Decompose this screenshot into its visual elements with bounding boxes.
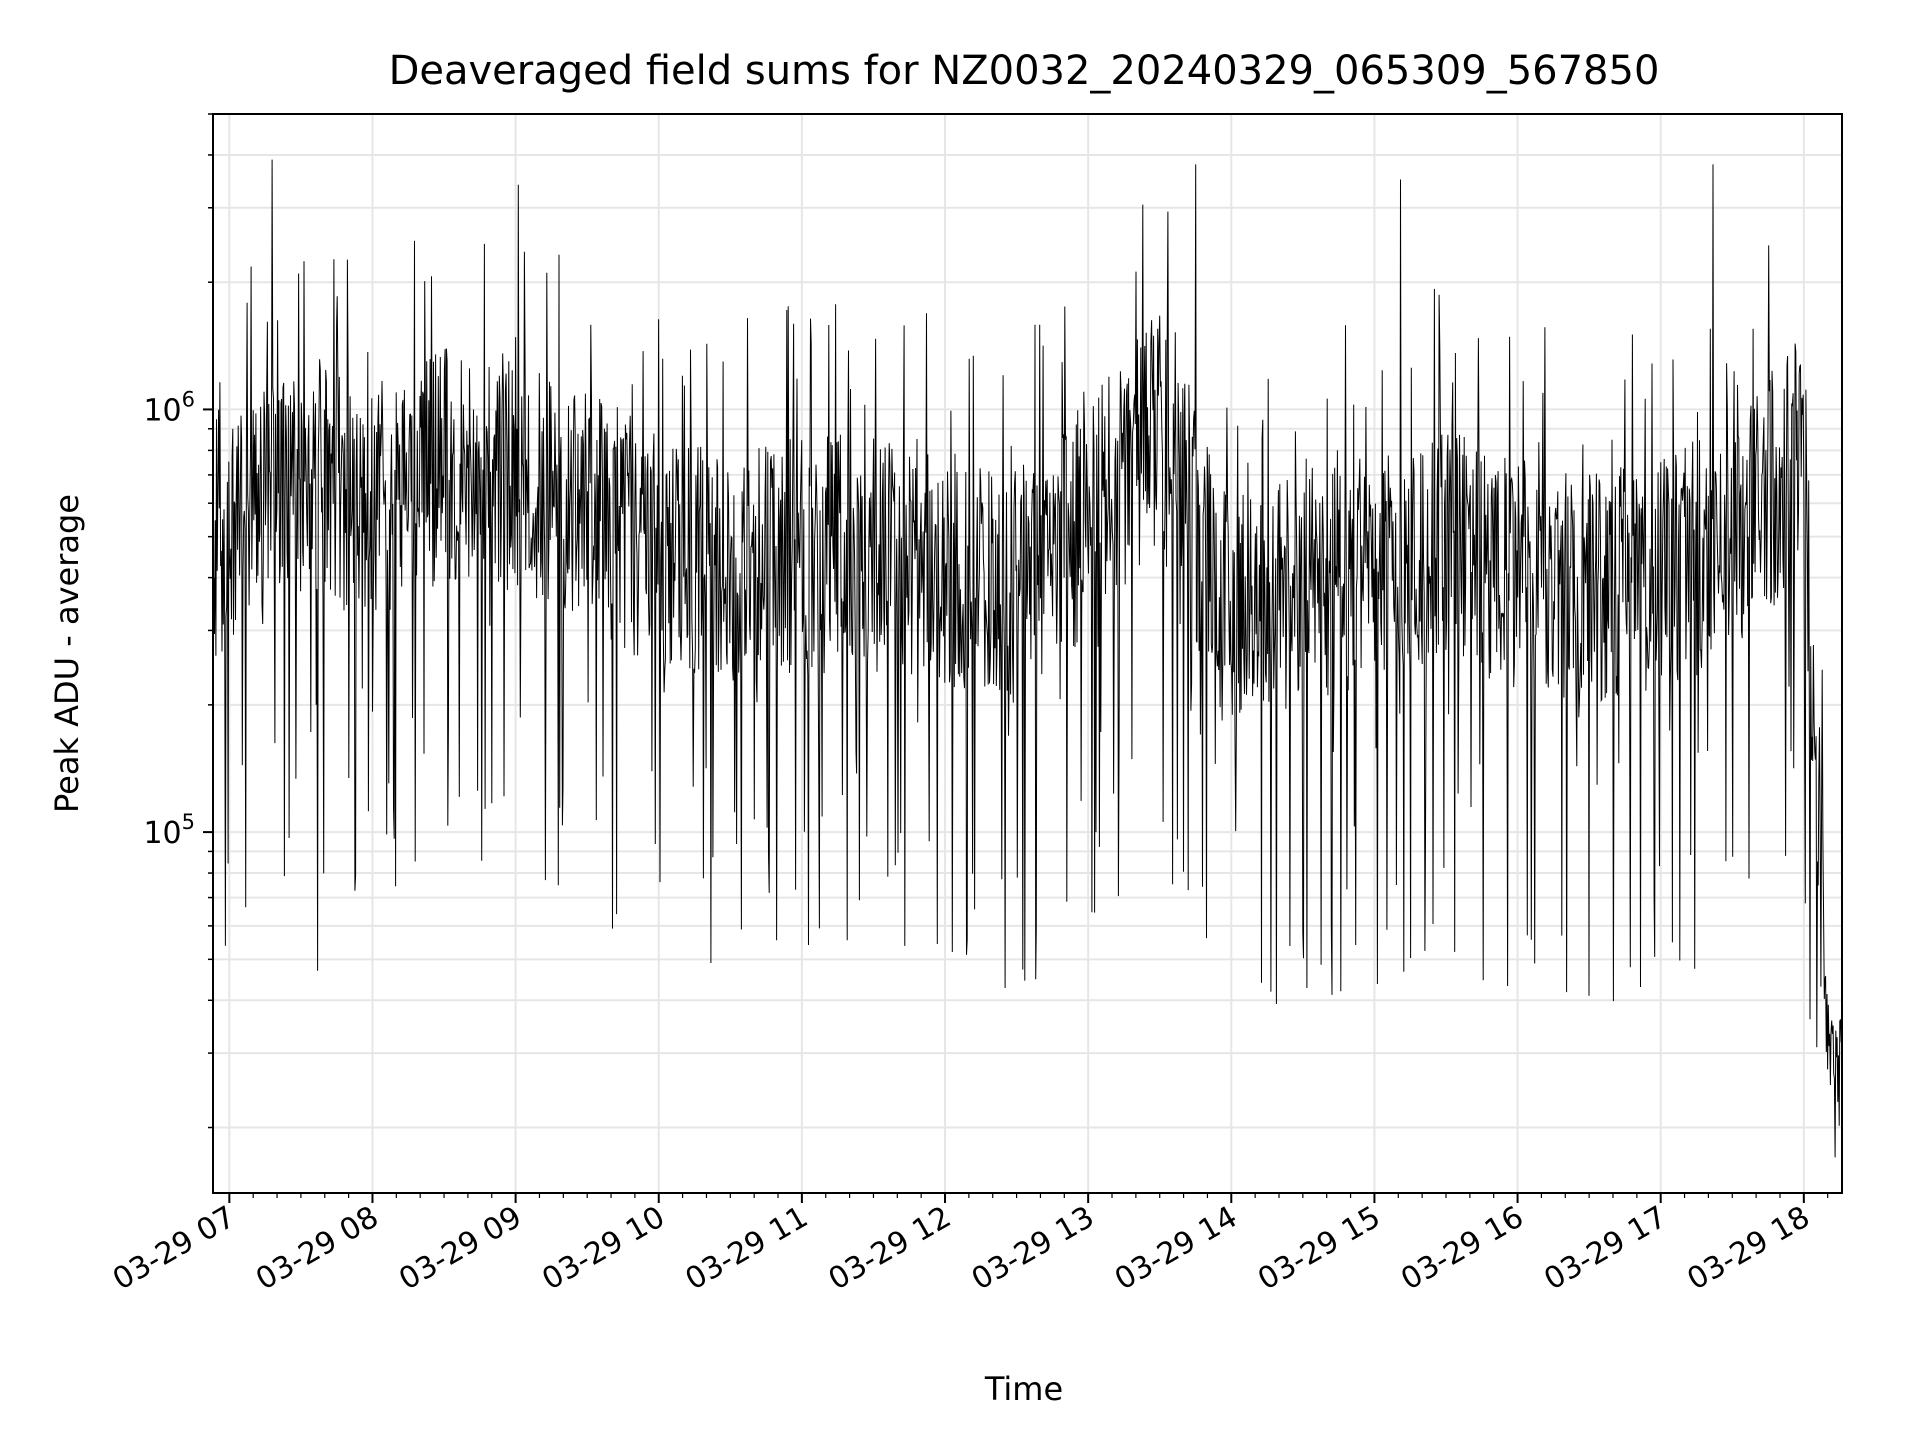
chart-title: Deaveraged field sums for NZ0032_2024032…: [389, 48, 1660, 94]
y-tick-label: 106: [143, 387, 195, 428]
y-axis-label: Peak ADU - average: [48, 494, 86, 813]
plot-frame: [212, 113, 1843, 1194]
x-axis-label: Time: [984, 1370, 1063, 1408]
y-tick-base: 10: [143, 393, 181, 428]
y-tick-base: 10: [143, 816, 181, 851]
data-series-line: [213, 159, 1842, 1158]
y-tick-exponent: 5: [182, 810, 195, 834]
y-tick-exponent: 6: [182, 387, 195, 411]
y-tick-label: 105: [143, 810, 195, 851]
